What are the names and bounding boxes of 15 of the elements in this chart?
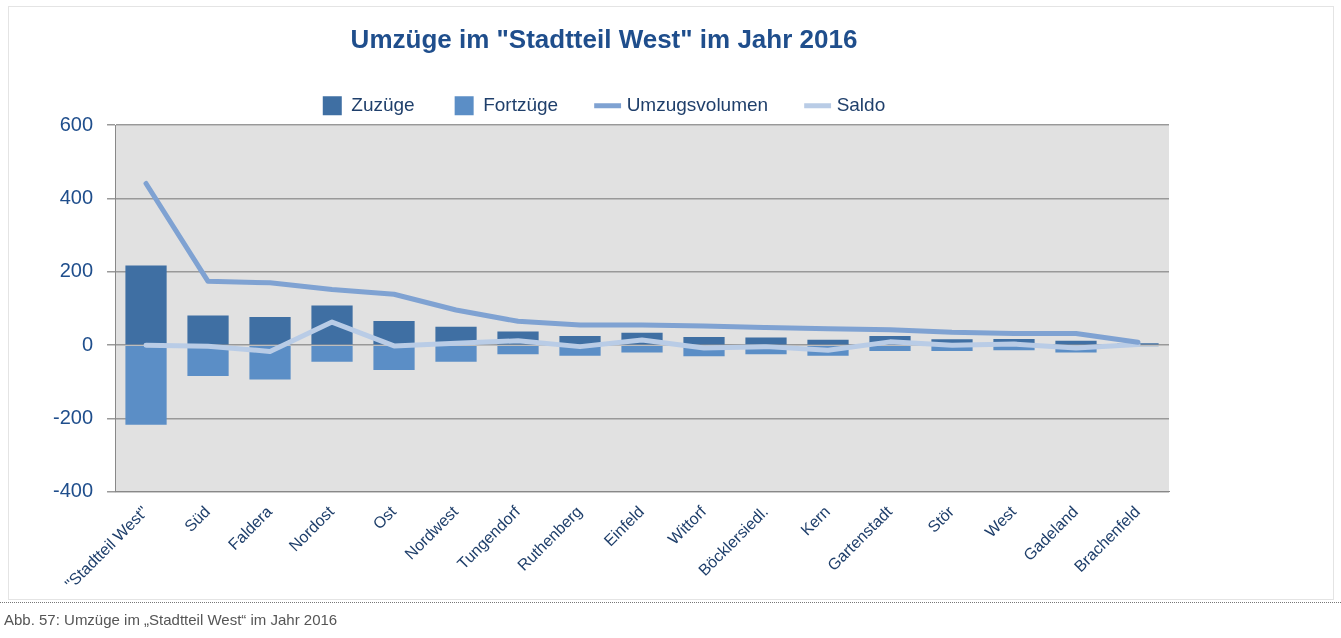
x-tick-label: Stör xyxy=(924,502,958,536)
y-tick-label: -400 xyxy=(53,479,94,502)
y-tick-label: 0 xyxy=(81,332,94,355)
caption: Abb. 57: Umzüge im „Stadtteil West“ im Jahr 2016 xyxy=(0,602,1341,628)
chart-title: Umzüge im "Stadtteil West" im Jahr 2016 xyxy=(350,23,858,54)
x-tick-label: Süd xyxy=(181,502,214,535)
legend-label: Saldo xyxy=(836,93,886,115)
y-tick-label: 600 xyxy=(59,112,94,135)
y-tick-label: 200 xyxy=(59,259,94,282)
x-tick-label: Ost xyxy=(369,502,400,533)
y-tick-label: -200 xyxy=(53,406,94,428)
legend-label: Zuzüge xyxy=(351,93,415,115)
legend-label: Umzugsvolumen xyxy=(626,93,769,115)
legend-label: Fortzüge xyxy=(483,93,559,115)
y-tick-label: 400 xyxy=(59,186,94,209)
